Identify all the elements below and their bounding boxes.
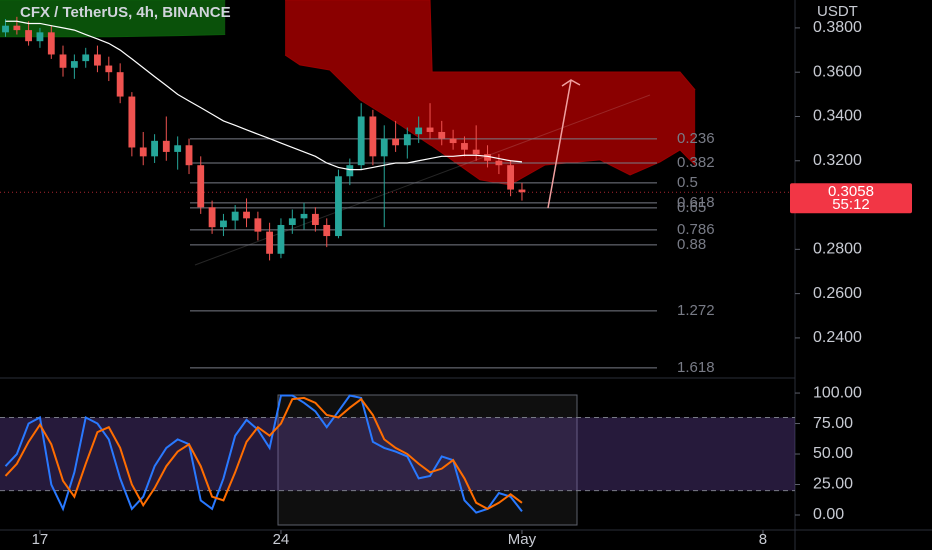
x-tick-label: May — [508, 531, 537, 548]
candle-body — [403, 134, 411, 146]
candle-body — [254, 218, 262, 232]
x-tick-label: 8 — [759, 531, 767, 548]
candle-body — [82, 54, 90, 62]
date-range-box — [277, 394, 578, 526]
fib-label: 0.618 — [677, 194, 715, 211]
x-tick-label: 17 — [32, 531, 49, 548]
cloud-lower — [284, 54, 696, 186]
indicator-line — [4, 396, 523, 511]
y-tick-label: 0.2400 — [813, 329, 862, 346]
candle-body — [162, 140, 170, 152]
candle-body — [59, 54, 67, 68]
plot: 0.3800 0.3600 0.3400 0.3200 0.2800 0.2600 0.24… — [0, 16, 912, 548]
candle-body — [380, 138, 388, 157]
indicator-band — [0, 417, 795, 491]
y-tick-label: 0.3800 — [813, 19, 862, 36]
candle-body — [323, 224, 331, 237]
candle-body — [231, 211, 239, 221]
countdown-label: 55:12 — [832, 196, 870, 213]
candle-body — [47, 32, 55, 55]
chart-title: CFX / TetherUS, 4h, BINANCE — [20, 4, 231, 21]
candle-body — [438, 131, 446, 139]
candle-body — [151, 140, 159, 157]
y-axis-label: USDT — [817, 3, 858, 20]
cloud-layer — [0, 0, 696, 186]
candle-body — [335, 176, 342, 237]
candle-body — [13, 25, 21, 31]
arrow-shaft — [547, 79, 572, 209]
candle-body — [311, 213, 319, 225]
arrow-head — [561, 79, 581, 87]
candle-body — [288, 218, 296, 225]
candle-body — [461, 143, 468, 150]
last-price-label: 0.3058 — [828, 183, 874, 200]
fib-label: 1.618 — [677, 359, 715, 376]
last-price-badge — [790, 183, 912, 214]
candle-body — [300, 213, 308, 219]
indicator-tick-label: 25.00 — [813, 476, 853, 493]
candle-body — [243, 211, 250, 219]
candle-body — [346, 165, 354, 177]
candle-body — [105, 65, 113, 73]
candle-body — [472, 149, 480, 155]
candle-body — [36, 32, 44, 42]
indicator-tick-label: 50.00 — [813, 445, 853, 462]
candle-body — [25, 30, 32, 42]
candle-body — [518, 189, 526, 193]
fib-label: 1.272 — [677, 302, 715, 319]
fib-label: 0.786 — [677, 221, 715, 238]
fib-label: 0.236 — [677, 130, 715, 147]
candle-body — [94, 54, 101, 66]
candle-body — [2, 25, 9, 33]
candle-body — [128, 96, 136, 148]
y-tick-label: 0.2800 — [813, 241, 862, 258]
fib-label: 0.88 — [677, 236, 706, 253]
y-tick-label: 0.3200 — [813, 152, 862, 169]
moving-average — [5, 20, 523, 171]
fib-label: 0.382 — [677, 154, 715, 171]
candle-body — [174, 145, 182, 152]
forecast-arrow — [547, 79, 581, 209]
candle-body — [449, 138, 457, 144]
fib-label: 0.65 — [677, 199, 706, 216]
candle-body — [507, 165, 515, 190]
y-tick-label: 0.3600 — [813, 63, 862, 80]
x-tick-label: 24 — [273, 531, 290, 548]
candle-body — [116, 72, 124, 97]
candle-body — [185, 145, 193, 166]
indicator-tick-label: 75.00 — [813, 415, 853, 432]
candle-body — [415, 127, 423, 135]
candle-body — [357, 116, 365, 166]
candle-body — [369, 116, 377, 157]
y-tick-label: 0.3400 — [813, 108, 862, 125]
candle-body — [197, 165, 205, 208]
candle-body — [392, 138, 400, 146]
candle-body — [220, 220, 227, 228]
indicator-tick-label: 100.00 — [813, 384, 862, 401]
candle-body — [70, 61, 78, 68]
y-tick-label: 0.2600 — [813, 285, 862, 302]
candle-body — [484, 154, 491, 161]
cloud-fill — [0, 0, 226, 37]
candle-body — [426, 127, 434, 132]
fib-label: 0.5 — [677, 174, 698, 191]
indicator-line — [4, 394, 523, 514]
candle-body — [495, 160, 503, 166]
candle-body — [266, 231, 273, 254]
candle-body — [277, 224, 285, 254]
candle-body — [208, 207, 216, 228]
candle-body — [139, 147, 147, 157]
indicator-tick-label: 0.00 — [813, 506, 844, 523]
cloud-upper — [285, 0, 696, 91]
